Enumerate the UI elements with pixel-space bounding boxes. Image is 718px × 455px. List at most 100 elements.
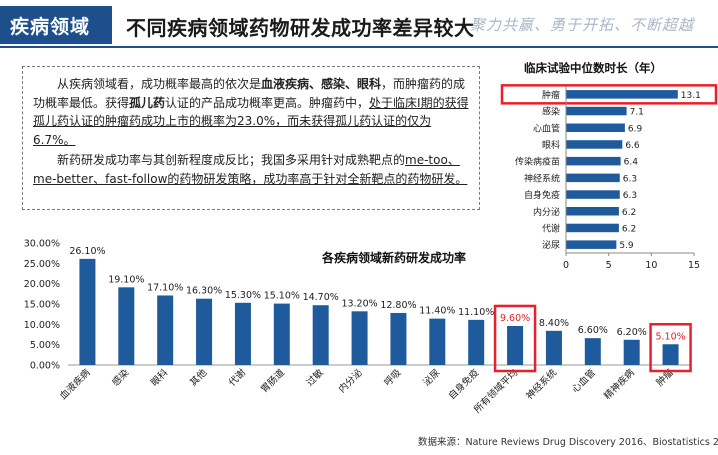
category-label: 肿瘤 (654, 366, 676, 388)
slogan: 聚力共赢、勇于开拓、不断超越 (470, 16, 695, 34)
section-tag: 疾病领域 (0, 6, 112, 44)
summary-paragraph-2: 新药研发成功率与其创新程度成反比；我国多采用针对成熟靶点的me-too、me-b… (33, 151, 469, 188)
x-tick-label: 15 (688, 260, 700, 271)
category-label: 神经系统 (524, 172, 560, 184)
category-label: 血液疾病 (57, 366, 93, 402)
category-label: 其他 (187, 366, 209, 388)
value-label: 15.30% (225, 290, 261, 301)
bar (157, 295, 174, 365)
category-label: 眼科 (148, 366, 170, 388)
value-label: 15.10% (264, 291, 300, 302)
chart-title: 各疾病领域新药研发成功率 (321, 250, 466, 265)
value-label: 6.3 (623, 174, 637, 184)
category-label: 肿瘤 (542, 89, 560, 101)
category-label: 自身免疫 (446, 366, 482, 402)
text-run: 新药研发成功率与其创新程度成反比；我国多采用针对成熟靶点的 (57, 153, 406, 167)
bar (429, 318, 446, 365)
x-tick-label: 0 (563, 260, 569, 271)
y-tick-label: 20.00% (24, 279, 60, 290)
value-label: 26.10% (69, 246, 105, 257)
bar (507, 325, 524, 365)
value-label: 14.70% (303, 292, 339, 303)
bar (566, 173, 620, 183)
category-label: 代谢 (226, 366, 248, 388)
category-label: 呼吸 (382, 367, 404, 389)
category-label: 胃肠道 (258, 366, 287, 395)
value-label: 7.1 (630, 108, 644, 118)
value-label: 6.60% (578, 325, 608, 336)
bar (545, 330, 562, 365)
y-tick-label: 10.00% (24, 320, 60, 331)
bar (468, 319, 485, 365)
category-label: 过敏 (304, 366, 326, 388)
x-tick-label: 5 (606, 260, 612, 271)
data-source: 数据来源：Nature Reviews Drug Discovery 2016、… (418, 437, 718, 448)
highlight-box (500, 84, 718, 105)
y-tick-label: 25.00% (24, 259, 60, 270)
bar (566, 240, 617, 249)
bar (566, 207, 619, 216)
category-label: 传染病疫苗 (515, 156, 560, 168)
bar (566, 106, 627, 116)
text-run-bold: 孤儿药 (129, 95, 166, 110)
summary-paragraph-1: 从疾病领域看，成功概率最高的依次是血液疾病、感染、眼科，而肿瘤药的成功概率最低。… (33, 75, 469, 149)
value-label: 5.10% (655, 331, 685, 342)
category-label: 感染 (110, 366, 132, 388)
page-title: 不同疾病领域药物研发成功率差异较大 (126, 16, 475, 40)
bar (118, 287, 135, 365)
value-label: 17.10% (147, 282, 183, 293)
highlight-box (649, 323, 692, 373)
bar (566, 123, 625, 132)
category-label: 心血管 (569, 367, 598, 396)
category-label: 自身免疫 (524, 189, 560, 201)
bar (312, 305, 329, 365)
value-label: 16.30% (186, 286, 222, 297)
value-label: 6.2 (622, 224, 636, 234)
text-run-underlined: me-too、me-better、fast-follow的药物研发策略，成功率高… (33, 153, 468, 186)
y-tick-label: 0.00% (30, 361, 60, 372)
success-rate-bar-chart: 各疾病领域新药研发成功率 0.00% 5.00% 10.00% 15.00% 20.00%… (24, 239, 692, 415)
y-tick-label: 30.00% (24, 239, 60, 250)
value-label: 6.9 (628, 124, 643, 134)
bar (584, 338, 601, 365)
bar (623, 339, 640, 365)
value-label: 12.80% (380, 300, 416, 311)
value-label: 8.40% (539, 318, 569, 329)
bar (273, 303, 290, 365)
category-label: 感染 (542, 106, 560, 118)
chart-title: 临床试验中位数时长（年） (524, 61, 662, 75)
bar (566, 140, 623, 149)
value-label: 6.3 (623, 191, 637, 201)
bar (234, 302, 251, 365)
y-tick-label: 15.00% (24, 300, 60, 311)
bar (566, 223, 619, 233)
value-label: 19.10% (108, 274, 144, 285)
text-run: 从疾病领域看，成功概率最高的依次是 (57, 77, 262, 91)
value-label: 11.40% (419, 306, 455, 317)
y-tick-label: 5.00% (30, 340, 60, 351)
bar (566, 156, 621, 166)
bar (351, 311, 368, 365)
text-run-bold: 血液疾病、感染、眼科 (261, 77, 382, 91)
bar (662, 344, 679, 365)
section-tag-label: 疾病领域 (10, 16, 91, 38)
value-label: 11.10% (458, 307, 494, 318)
category-label: 内分泌 (533, 206, 560, 218)
category-label: 代谢 (542, 222, 560, 234)
bar (390, 312, 407, 365)
category-label: 精神疾病 (601, 366, 637, 402)
text-run: ，而肿瘤药的成功概率最低。获得 (33, 77, 466, 110)
value-label: 13.20% (341, 298, 377, 309)
summary-textbox: 从疾病领域看，成功概率最高的依次是血液疾病、感染、眼科，而肿瘤药的成功概率最低。… (22, 66, 480, 210)
bar (566, 190, 620, 199)
category-label: 眼科 (542, 139, 560, 151)
category-label: 内分泌 (336, 366, 365, 395)
text-run-underlined: 处于临床I期的获得孤儿药认证的肿瘤药成功上市的概率为23.0%，而未获得孤儿药认… (33, 95, 469, 147)
value-label: 6.4 (624, 158, 639, 168)
value-label: 5.9 (619, 241, 634, 251)
category-label: 泌尿 (421, 366, 443, 388)
value-label: 9.60% (500, 313, 530, 324)
x-tick-label: 10 (645, 260, 657, 271)
duration-bar-chart: 临床试验中位数时长（年） 肿瘤 13.1 感染 7.1 心血管 6.9 眼科 6.6 传染病疫苗 6… (500, 61, 718, 271)
bar (79, 258, 96, 365)
